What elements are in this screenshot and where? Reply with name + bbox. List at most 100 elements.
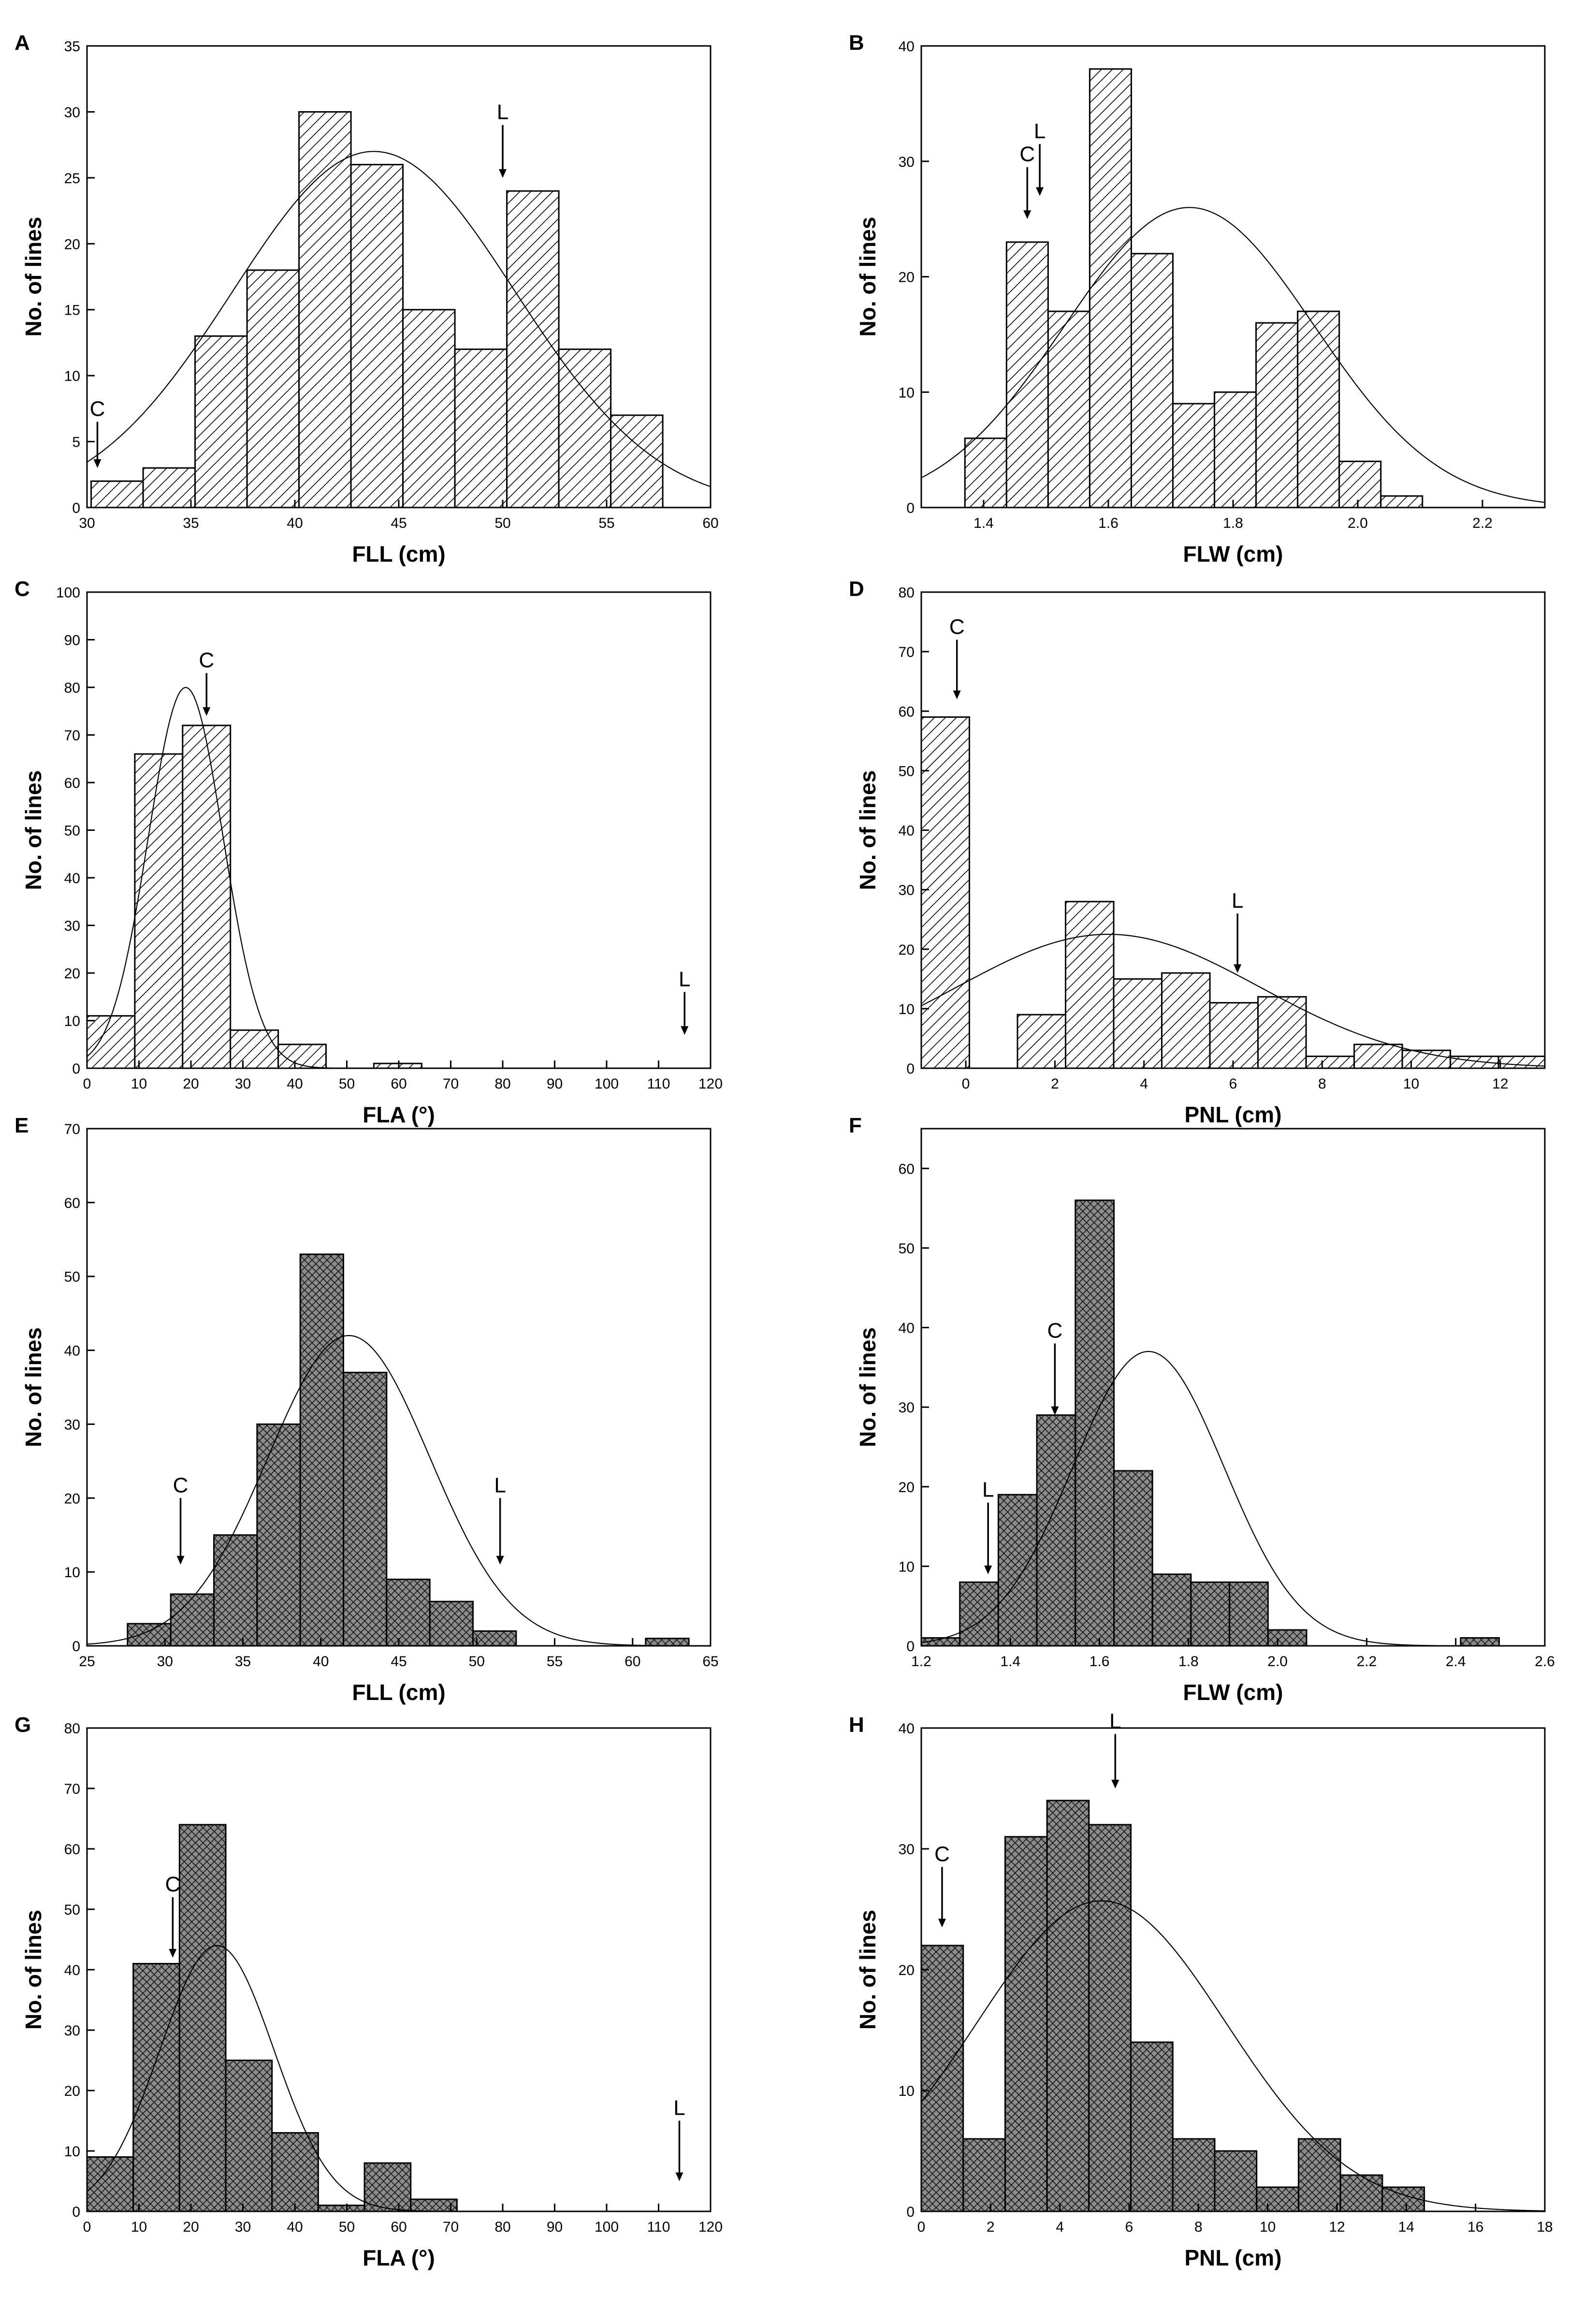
y-tick-label: 20 — [64, 1491, 80, 1507]
x-tick-label: 80 — [494, 1076, 510, 1092]
histogram-bar — [1257, 996, 1307, 1069]
marker-label: C — [1019, 143, 1035, 166]
y-tick-label: 90 — [64, 633, 80, 649]
marker-label: C — [934, 1843, 950, 1866]
histogram-bar — [1036, 1414, 1076, 1647]
y-tick-label: 10 — [899, 1002, 915, 1017]
x-tick-label: 60 — [391, 1076, 407, 1092]
histogram-bar — [170, 1593, 215, 1647]
x-tick-label: 2.0 — [1348, 515, 1368, 531]
y-tick-label: 30 — [899, 154, 915, 170]
histogram-bar — [343, 1371, 388, 1647]
histogram-bar — [256, 1423, 301, 1647]
histogram-bar — [182, 725, 232, 1069]
y-tick-label: 40 — [64, 871, 80, 886]
x-tick-label: 2 — [1051, 1076, 1059, 1092]
normal-fit-curve — [921, 933, 1545, 1067]
marker-label: L — [673, 2096, 685, 2120]
y-tick-label: 50 — [64, 1902, 80, 1918]
histogram-bar — [429, 1600, 474, 1647]
x-tick-label: 10 — [1260, 2219, 1276, 2235]
x-tick-label: 14 — [1398, 2219, 1414, 2235]
x-tick-label: 10 — [131, 1076, 147, 1092]
histogram-bar — [1255, 322, 1299, 508]
x-tick-label: 100 — [595, 1076, 619, 1092]
x-tick-label: 55 — [547, 1654, 563, 1670]
histogram-bar — [1338, 461, 1382, 508]
x-tick-label: 40 — [287, 2219, 303, 2235]
y-tick-label: 5 — [72, 435, 80, 450]
histogram-bar — [402, 309, 456, 508]
marker-label: L — [494, 1473, 506, 1497]
panel-letter: F — [849, 1114, 862, 1137]
histogram-bar — [1075, 1199, 1115, 1647]
y-tick-label: 10 — [899, 385, 915, 401]
x-tick-label: 10 — [1403, 1076, 1419, 1092]
marker-arrow-head — [681, 1026, 689, 1035]
y-tick-label: 30 — [899, 1400, 915, 1416]
histogram-bar — [350, 164, 404, 508]
y-tick-label: 0 — [906, 2204, 915, 2220]
histogram-bar — [299, 1253, 345, 1647]
marker-arrow-head — [1023, 210, 1031, 219]
marker-arrow-head — [169, 1949, 177, 1958]
y-tick-label: 0 — [906, 1061, 915, 1077]
y-tick-label: 40 — [899, 1721, 915, 1737]
histogram-bar — [1305, 1055, 1355, 1069]
panel-f: 0 10 20 30 40 50 60 1.2 1.4 1.6 1.8 2.0 2.2 2.4 2.6 FLW… — [849, 1114, 1555, 1705]
panel-h: 0 10 20 30 40 0 2 4 6 8 10 12 14 16 18 PNL (cm) No. of l… — [849, 1710, 1553, 2271]
histogram-bar — [1497, 1055, 1546, 1069]
y-tick-label: 30 — [64, 1417, 80, 1433]
y-axis-title: No. of lines — [855, 217, 880, 337]
y-tick-label: 0 — [906, 1639, 915, 1655]
y-tick-label: 0 — [72, 500, 80, 516]
x-tick-label: 6 — [1229, 1076, 1237, 1092]
histogram-bar — [1161, 972, 1211, 1069]
x-tick-label: 25 — [79, 1654, 95, 1670]
y-tick-label: 60 — [64, 1195, 80, 1211]
marker-label: L — [497, 101, 508, 124]
y-tick-label: 70 — [64, 1121, 80, 1137]
plot-frame — [86, 1128, 712, 1647]
x-tick-label: 2.2 — [1472, 515, 1493, 531]
marker-arrow-head — [203, 707, 211, 716]
marker-arrow-head — [499, 169, 507, 178]
panel-letter: B — [849, 31, 864, 55]
histogram-bar — [472, 1630, 517, 1647]
panel-d: 0 10 20 30 40 50 60 70 80 0 2 4 6 8 10 12 PNL (cm) No. of… — [849, 577, 1546, 1127]
x-tick-label: 30 — [79, 515, 95, 531]
histogram-bar — [1130, 2041, 1174, 2212]
histogram-bar — [610, 414, 664, 508]
x-axis-title: FLL (cm) — [352, 1680, 445, 1705]
y-tick-label: 20 — [64, 2083, 80, 2099]
x-tick-label: 50 — [494, 515, 510, 531]
marker-arrow-head — [984, 1565, 992, 1574]
x-tick-label: 55 — [598, 515, 614, 531]
x-tick-label: 40 — [313, 1654, 329, 1670]
histogram-bar — [1005, 241, 1049, 508]
histogram-bar — [213, 1534, 258, 1647]
x-tick-label: 50 — [339, 1076, 355, 1092]
x-tick-label: 20 — [183, 2219, 199, 2235]
x-tick-label: 35 — [183, 515, 199, 531]
marker-label: C — [949, 615, 965, 639]
marker-label: C — [165, 1873, 180, 1896]
y-tick-label: 20 — [899, 1480, 915, 1496]
x-tick-label: 4 — [1140, 1076, 1148, 1092]
x-tick-label: 8 — [1194, 2219, 1203, 2235]
histogram-bar — [1004, 1836, 1048, 2212]
histogram-bar — [920, 716, 971, 1069]
x-tick-label: 70 — [443, 1076, 459, 1092]
marker-arrow-head — [675, 2172, 683, 2181]
histogram-bar — [920, 1945, 964, 2212]
y-tick-label: 0 — [906, 500, 915, 516]
marker-arrow-head — [1051, 1406, 1059, 1415]
x-tick-label: 2.2 — [1357, 1654, 1377, 1670]
histogram-bar — [410, 2198, 458, 2212]
histogram-bar — [645, 1638, 690, 1647]
y-tick-label: 30 — [899, 883, 915, 899]
histogram-bar — [134, 753, 184, 1069]
histogram-bar — [132, 1963, 180, 2212]
